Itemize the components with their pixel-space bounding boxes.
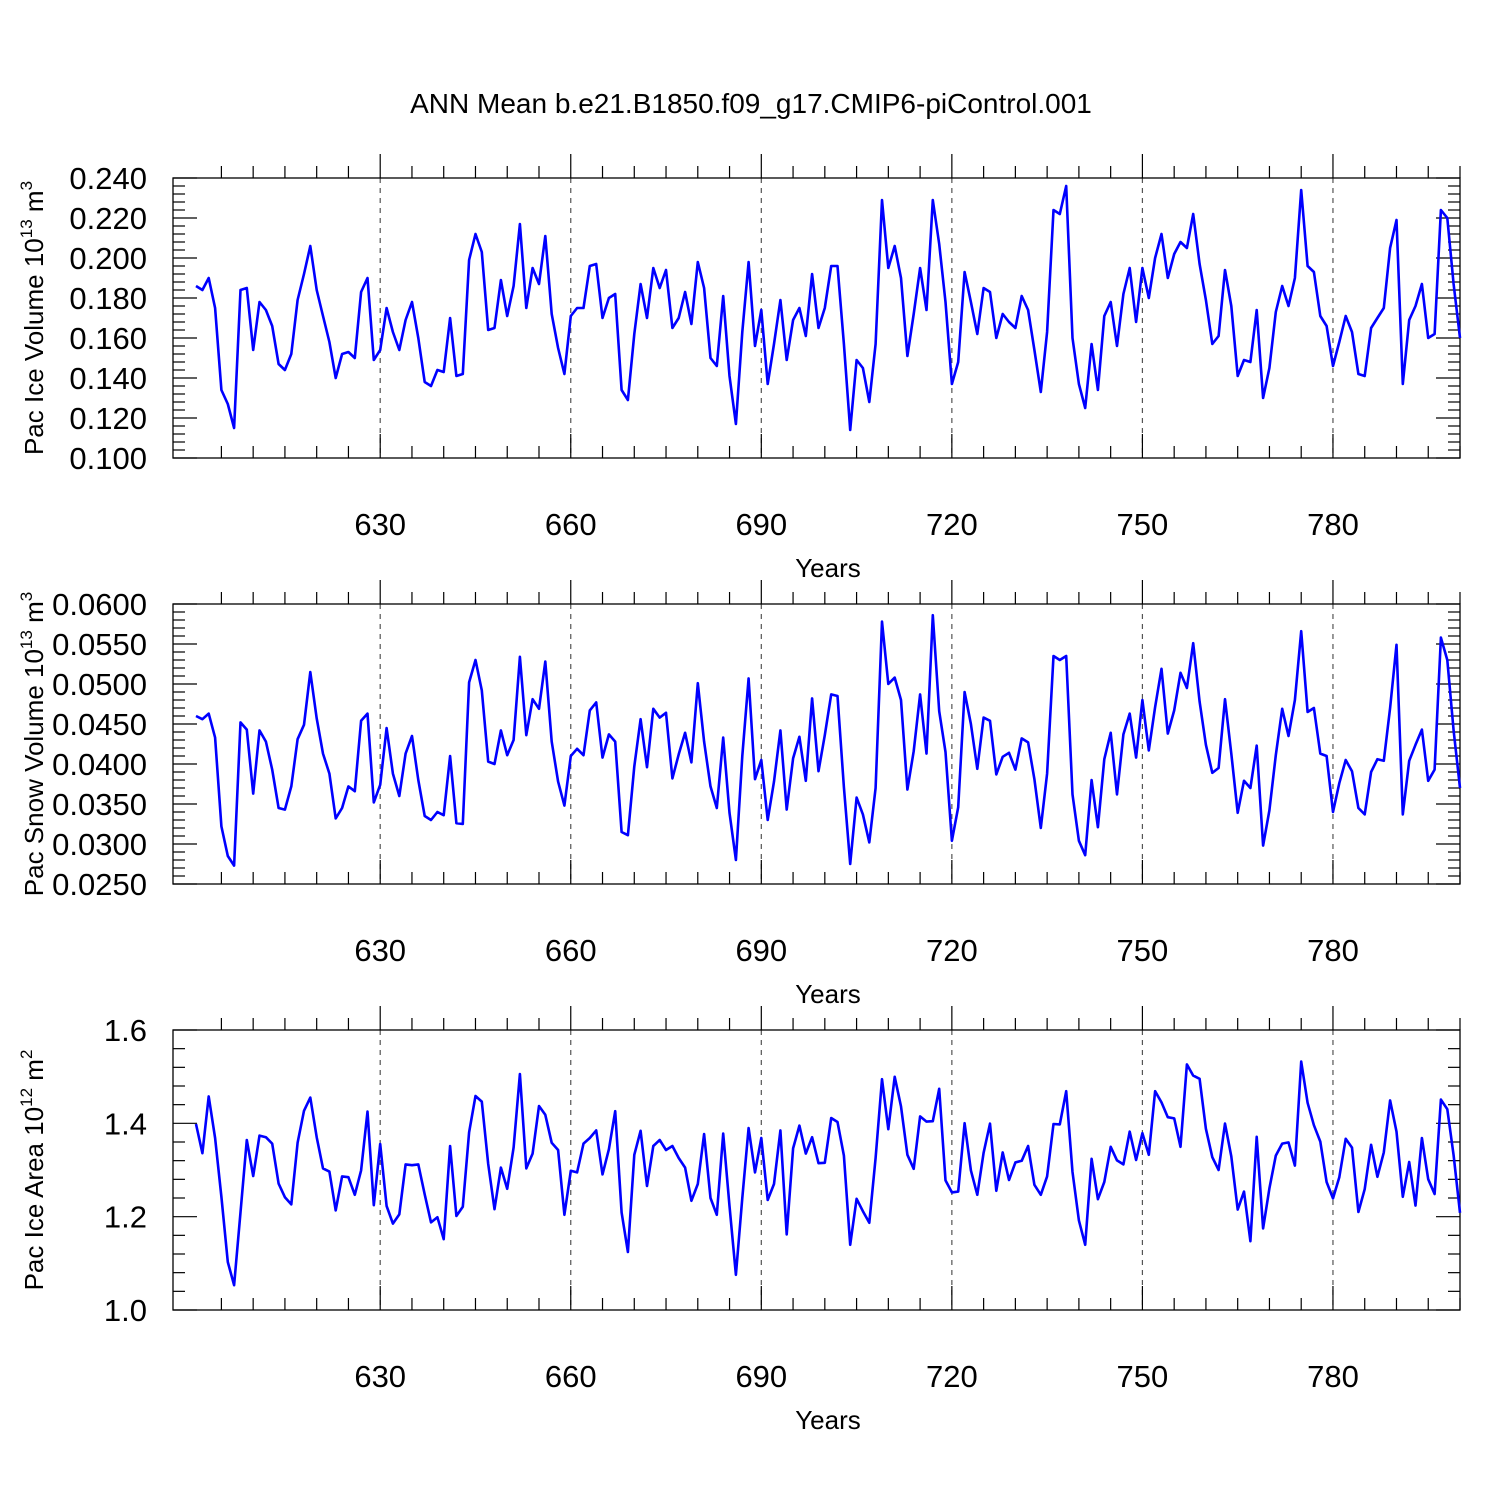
x-tick-label-720: 720 <box>926 1359 978 1394</box>
x-tick-label-750: 750 <box>1117 1359 1169 1394</box>
panel-ice-area: 1.0 1.2 1.4 1.6 630 660 690 720 750 780 Years Pac I… <box>17 1006 1462 1435</box>
y-tick-label: 0.0600 <box>52 587 147 622</box>
y-axis-label: Pac Ice Area 1012 m2 <box>17 1050 49 1291</box>
x-tick-label-690: 690 <box>735 933 787 968</box>
x-tick-label-720: 720 <box>926 507 978 542</box>
y-tick-label: 0.0250 <box>52 867 147 902</box>
x-axis-label: Years <box>795 979 861 1009</box>
x-tick-label-630: 630 <box>354 507 406 542</box>
x-tick-label-780: 780 <box>1307 507 1359 542</box>
x-tick-label-660: 660 <box>545 507 597 542</box>
y-tick-label: 0.0450 <box>52 707 147 742</box>
x-tick-label-780: 780 <box>1307 1359 1359 1394</box>
x-tick-label-690: 690 <box>735 507 787 542</box>
x-tick-label-630: 630 <box>354 933 406 968</box>
panel-ice-volume: 0.100 0.120 0.140 0.160 0.180 0.200 0.220 0.240… <box>17 154 1462 583</box>
y-tick-label: 0.220 <box>69 201 147 236</box>
y-tick-label: 1.0 <box>104 1293 147 1328</box>
x-tick-label-660: 660 <box>545 1359 597 1394</box>
y-tick-label: 0.100 <box>69 441 147 476</box>
y-tick-label: 1.4 <box>104 1106 147 1141</box>
x-tick-label-780: 780 <box>1307 933 1359 968</box>
y-tick-label: 0.0400 <box>52 747 147 782</box>
x-tick-label-750: 750 <box>1117 933 1169 968</box>
x-tick-label-690: 690 <box>735 1359 787 1394</box>
y-tick-label: 1.6 <box>104 1013 147 1048</box>
y-axis-label: Pac Snow Volume 1013 m3 <box>17 592 49 896</box>
y-tick-label: 0.0300 <box>52 827 147 862</box>
plot-frame <box>172 177 1461 459</box>
y-tick-label: 0.240 <box>69 161 147 196</box>
y-tick-label: 0.120 <box>69 401 147 436</box>
y-tick-label: 1.2 <box>104 1200 147 1235</box>
plot-frame <box>172 1029 1461 1311</box>
x-tick-label-630: 630 <box>354 1359 406 1394</box>
y-tick-label: 0.0350 <box>52 787 147 822</box>
y-tick-label: 0.160 <box>69 321 147 356</box>
y-tick-label: 0.140 <box>69 361 147 396</box>
panel-snow-volume: 0.0250 0.0300 0.0350 0.0400 0.0450 0.0500 0.05… <box>17 580 1462 1009</box>
x-axis-label: Years <box>795 1405 861 1435</box>
series-line-pac-ice-volume <box>195 184 1462 432</box>
x-tick-label-750: 750 <box>1117 507 1169 542</box>
y-axis-label: Pac Ice Volume 1013 m3 <box>17 181 49 455</box>
plot-frame <box>172 603 1461 885</box>
series-line-pac-snow-volume <box>195 613 1462 867</box>
x-tick-label-660: 660 <box>545 933 597 968</box>
y-tick-label: 0.180 <box>69 281 147 316</box>
x-tick-label-720: 720 <box>926 933 978 968</box>
y-tick-label: 0.0500 <box>52 667 147 702</box>
x-axis-label: Years <box>795 553 861 583</box>
figure-title: ANN Mean b.e21.B1850.f09_g17.CMIP6-piCon… <box>410 88 1092 119</box>
series-line-pac-ice-area <box>194 1060 1462 1287</box>
y-tick-label: 0.0550 <box>52 627 147 662</box>
y-tick-label: 0.200 <box>69 241 147 276</box>
